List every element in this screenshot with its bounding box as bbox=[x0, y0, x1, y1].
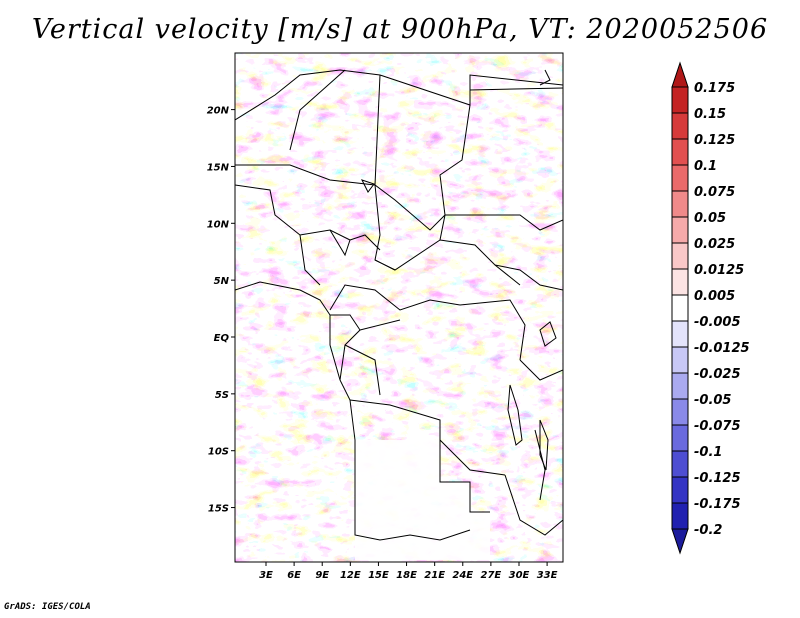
lat-label: 10N bbox=[207, 219, 230, 230]
lon-label: 15E bbox=[368, 570, 389, 581]
colorbar-level-label: 0.15 bbox=[694, 107, 726, 122]
colorbar-level-label: 0.025 bbox=[694, 237, 735, 252]
colorbar-level-label: 0.125 bbox=[694, 133, 735, 148]
colorbar-level-label: 0.175 bbox=[694, 81, 735, 96]
colorbar-level-label: 0.075 bbox=[694, 185, 735, 200]
colorbar-segment bbox=[671, 502, 689, 530]
colorbar-level-label: -0.025 bbox=[694, 367, 741, 382]
colorbar-segment bbox=[671, 268, 689, 296]
lat-label: EQ bbox=[214, 333, 230, 344]
country-borders bbox=[235, 69, 563, 541]
colorbar-bottom-arrow bbox=[671, 528, 689, 555]
lat-label: 5N bbox=[214, 276, 230, 287]
colorbar-segment bbox=[671, 164, 689, 192]
lon-label: 27E bbox=[481, 570, 502, 581]
colorbar-level-label: 0.05 bbox=[694, 211, 726, 226]
lon-label: 21E bbox=[424, 570, 445, 581]
vertical-velocity-field bbox=[235, 53, 563, 562]
colorbar-level-label: 0.005 bbox=[694, 289, 735, 304]
lon-label: 24E bbox=[452, 570, 473, 581]
colorbar-level-label: -0.2 bbox=[694, 523, 722, 538]
colorbar-segment bbox=[671, 398, 689, 426]
colorbar-top-arrow bbox=[671, 61, 689, 88]
lon-label: 18E bbox=[396, 570, 417, 581]
longitude-axis: 3E 6E 9E 12E 15E 18E 21E 24E 27E 30E 33E bbox=[259, 562, 558, 581]
colorbar-level-label: -0.0125 bbox=[694, 341, 750, 356]
colorbar-segment bbox=[671, 294, 689, 322]
lat-label: 15S bbox=[208, 504, 229, 515]
colorbar-segment bbox=[671, 190, 689, 218]
lat-label: 10S bbox=[208, 447, 229, 458]
colorbar-segment bbox=[671, 346, 689, 374]
colorbar-level-label: 0.0125 bbox=[694, 263, 744, 278]
map-title: Vertical velocity [m/s] at 900hPa, VT: 2… bbox=[31, 14, 769, 45]
colorbar-level-label: -0.05 bbox=[694, 393, 731, 408]
colorbar-level-label: 0.1 bbox=[694, 159, 717, 174]
colorbar-segment bbox=[671, 450, 689, 478]
colorbar-level-label: -0.005 bbox=[694, 315, 741, 330]
colorbar-segment bbox=[671, 476, 689, 504]
lon-label: 30E bbox=[509, 570, 530, 581]
latitude-axis: 20N 15N 10N 5N EQ 5S 10S 15S bbox=[207, 106, 235, 515]
colorbar-segment bbox=[671, 242, 689, 270]
colorbar-segment bbox=[671, 112, 689, 140]
lon-label: 6E bbox=[287, 570, 301, 581]
lat-label: 5S bbox=[215, 390, 229, 401]
colorbar-segment bbox=[671, 320, 689, 348]
lon-label: 9E bbox=[315, 570, 329, 581]
colorbar-level-label: -0.075 bbox=[694, 419, 741, 434]
colorbar-level-label: -0.175 bbox=[694, 497, 741, 512]
lat-label: 15N bbox=[207, 162, 230, 173]
colorbar-segment bbox=[671, 138, 689, 166]
grads-credit: GrADS: IGES/COLA bbox=[4, 602, 91, 612]
lon-label: 3E bbox=[259, 570, 273, 581]
colorbar-segment bbox=[671, 86, 689, 114]
lat-label: 20N bbox=[207, 106, 230, 117]
colorbar-level-label: -0.125 bbox=[694, 471, 741, 486]
colorbar-level-label: -0.1 bbox=[694, 445, 722, 460]
lon-label: 33E bbox=[537, 570, 558, 581]
colorbar-segment bbox=[671, 424, 689, 452]
colorbar-segment bbox=[671, 216, 689, 244]
map-frame bbox=[234, 52, 564, 563]
colorbar: 0.175 0.15 0.125 0.1 0.075 0.05 0.025 0.0125 0.0… bbox=[671, 61, 750, 555]
colorbar-segment bbox=[671, 372, 689, 400]
lon-label: 12E bbox=[340, 570, 361, 581]
